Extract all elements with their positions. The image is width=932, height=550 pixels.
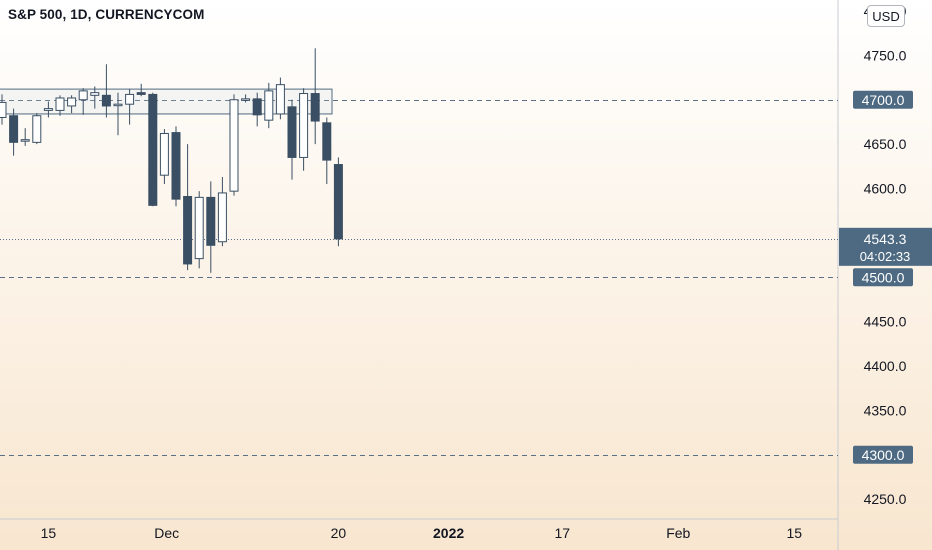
- price-tick-label: 4750.0: [864, 47, 907, 63]
- price-tick-label: 4600.0: [864, 181, 907, 197]
- candle-body[interactable]: [217, 192, 227, 243]
- candle-body[interactable]: [148, 93, 158, 206]
- candle-body[interactable]: [78, 90, 88, 101]
- candle-body[interactable]: [125, 93, 135, 105]
- current-price-label: 4543.3: [864, 231, 907, 247]
- level-price-label: 4500.0: [862, 269, 905, 285]
- time-tick-label: Dec: [154, 525, 179, 541]
- price-tick-label: 4450.0: [864, 314, 907, 330]
- symbol-title: S&P 500, 1D, CURRENCYCOM: [8, 7, 205, 22]
- candle-body[interactable]: [67, 97, 77, 107]
- candle-body[interactable]: [333, 164, 343, 240]
- candle-body[interactable]: [9, 115, 19, 143]
- level-price-label: 4300.0: [862, 447, 905, 463]
- candle-body[interactable]: [229, 99, 239, 192]
- candle-body[interactable]: [194, 196, 204, 260]
- candle-body[interactable]: [20, 139, 30, 142]
- level-price-label: 4700.0: [862, 92, 905, 108]
- candle-body[interactable]: [43, 108, 53, 111]
- currency-button[interactable]: USD: [867, 5, 905, 27]
- countdown-label: 04:02:33: [860, 249, 911, 264]
- price-tick-label: 4350.0: [864, 402, 907, 418]
- time-tick-label: 2022: [433, 525, 464, 541]
- price-tick-label: 4400.0: [864, 358, 907, 374]
- candle-body[interactable]: [55, 97, 65, 111]
- price-tick-label: 4250.0: [864, 491, 907, 507]
- candle-body[interactable]: [136, 92, 146, 95]
- candle-body[interactable]: [101, 94, 111, 107]
- candle-body[interactable]: [287, 106, 297, 158]
- current-price-tag: [839, 227, 932, 266]
- candle-body[interactable]: [252, 98, 262, 116]
- candle-body[interactable]: [113, 103, 123, 107]
- time-tick-label: 15: [786, 525, 802, 541]
- candle-body[interactable]: [206, 196, 216, 246]
- candle-body[interactable]: [275, 84, 285, 115]
- candle-body[interactable]: [299, 93, 309, 158]
- level-price-tag: [853, 90, 913, 109]
- time-tick-label: 20: [331, 525, 347, 541]
- candle-body[interactable]: [264, 90, 274, 121]
- time-tick-label: Feb: [666, 525, 690, 541]
- candle-body[interactable]: [0, 101, 7, 118]
- candle-body[interactable]: [32, 115, 42, 143]
- candle-body[interactable]: [322, 122, 332, 161]
- candle-body[interactable]: [159, 132, 169, 176]
- level-price-tag: [853, 268, 913, 287]
- candle-body[interactable]: [171, 132, 181, 200]
- price-tick-label: 4650.0: [864, 136, 907, 152]
- candle-body[interactable]: [183, 195, 193, 265]
- candle-body[interactable]: [310, 93, 320, 122]
- candle-body[interactable]: [90, 92, 100, 96]
- time-tick-label: 15: [41, 525, 57, 541]
- level-price-tag: [853, 445, 913, 464]
- candle-body[interactable]: [241, 98, 251, 101]
- time-tick-label: 17: [554, 525, 570, 541]
